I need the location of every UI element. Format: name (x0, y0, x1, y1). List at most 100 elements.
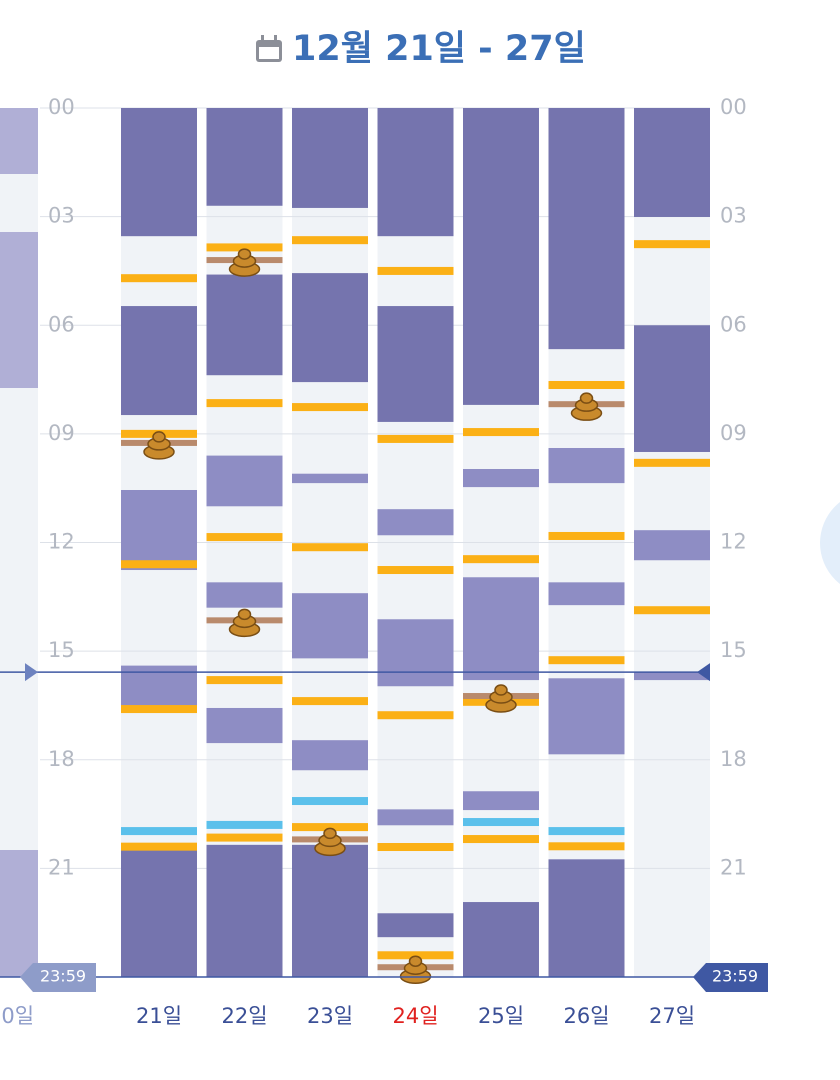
night-sleep-block (206, 844, 283, 977)
nap-block (463, 791, 539, 811)
night-sleep-block (121, 306, 197, 416)
night-sleep-block (121, 108, 197, 237)
day-label: 26일 (563, 1004, 609, 1028)
previous-day-block (0, 108, 38, 174)
night-sleep-block (463, 108, 539, 405)
night-sleep-block (206, 108, 283, 206)
nap-block (634, 530, 710, 561)
hour-label: 21 (48, 855, 75, 879)
bottle-mark (463, 818, 539, 827)
nap-block (548, 678, 625, 755)
current-time-marker (697, 663, 710, 682)
feeding-mark (292, 543, 368, 552)
hour-label: 09 (48, 421, 75, 445)
feeding-mark (463, 428, 539, 437)
diaper-icon (485, 684, 517, 713)
hour-label: 18 (48, 747, 75, 771)
feeding-mark (634, 240, 710, 249)
feeding-mark (206, 533, 283, 542)
hour-label: 03 (48, 204, 75, 228)
feeding-mark (548, 656, 625, 665)
nap-block (292, 593, 368, 659)
diaper-icon-part (494, 684, 508, 696)
nap-block (377, 809, 454, 826)
previous-day-block (0, 232, 38, 388)
end-badge (693, 963, 768, 992)
diaper-icon (570, 392, 603, 421)
feeding-mark (377, 266, 454, 275)
feeding-mark (206, 676, 283, 685)
bottle-mark (292, 797, 368, 806)
hour-label: 00 (720, 95, 747, 119)
hour-label: 21 (720, 855, 747, 879)
night-sleep-block (206, 274, 283, 376)
nap-block (634, 672, 710, 681)
feeding-mark (292, 403, 368, 412)
feeding-mark (634, 458, 710, 467)
hour-label: 06 (48, 312, 75, 336)
hour-label: 15 (720, 638, 747, 662)
feeding-mark (121, 560, 197, 569)
diaper-icon (399, 955, 432, 984)
bottle-mark (206, 820, 283, 829)
end-badge (20, 963, 96, 992)
hour-label: 03 (720, 204, 747, 228)
feeding-mark (377, 711, 454, 720)
day-label: 24일 (392, 1004, 438, 1028)
hour-label: 12 (48, 530, 75, 554)
feeding-mark (206, 833, 283, 842)
nap-block (548, 447, 625, 484)
night-sleep-block (292, 108, 368, 208)
hour-label: 06 (720, 312, 747, 336)
hour-label: 00 (48, 95, 75, 119)
night-sleep-block (634, 325, 710, 452)
next-week-button[interactable] (820, 491, 840, 595)
nap-block (292, 740, 368, 771)
bottle-mark (548, 827, 625, 836)
nap-block (206, 707, 283, 744)
bottle-mark (121, 827, 197, 836)
feeding-mark (463, 555, 539, 564)
nap-block (463, 577, 539, 681)
nap-block (206, 582, 283, 608)
diaper-icon-part (579, 392, 594, 404)
hour-label: 15 (48, 638, 75, 662)
night-sleep-block (121, 850, 197, 977)
previous-day-block (0, 850, 38, 977)
diaper-icon (228, 248, 261, 277)
diaper-icon-part (408, 955, 423, 967)
nap-block (377, 619, 454, 687)
diaper-icon-part (152, 431, 166, 443)
current-time-marker (25, 663, 38, 682)
feeding-mark (548, 380, 625, 389)
nap-block (548, 582, 625, 606)
night-sleep-block (377, 306, 454, 422)
nap-block (206, 455, 283, 507)
night-sleep-block (292, 273, 368, 383)
night-sleep-block (377, 108, 454, 237)
night-sleep-block (463, 902, 539, 977)
feeding-mark (206, 399, 283, 408)
week-title: 12월 21일 - 27일 (292, 29, 586, 69)
end-label: 23:59 (712, 967, 758, 986)
night-sleep-block (377, 913, 454, 938)
calendar-icon (256, 35, 282, 62)
feeding-mark (292, 823, 368, 832)
feeding-mark (121, 842, 197, 851)
feeding-mark (292, 697, 368, 706)
feeding-mark (463, 835, 539, 844)
diaper-icon (314, 827, 346, 857)
day-label: 22일 (221, 1004, 267, 1028)
nap-block (292, 473, 368, 484)
feeding-mark (121, 705, 197, 714)
nap-block (121, 489, 197, 571)
diaper-icon-part (237, 248, 252, 260)
feeding-mark (377, 843, 454, 852)
hour-label: 12 (720, 530, 747, 554)
night-sleep-block (292, 844, 368, 977)
night-sleep-block (634, 108, 710, 217)
previous-day-label: 20일 (0, 1004, 34, 1028)
day-label: 23일 (307, 1004, 353, 1028)
diaper-icon-part (237, 608, 252, 621)
